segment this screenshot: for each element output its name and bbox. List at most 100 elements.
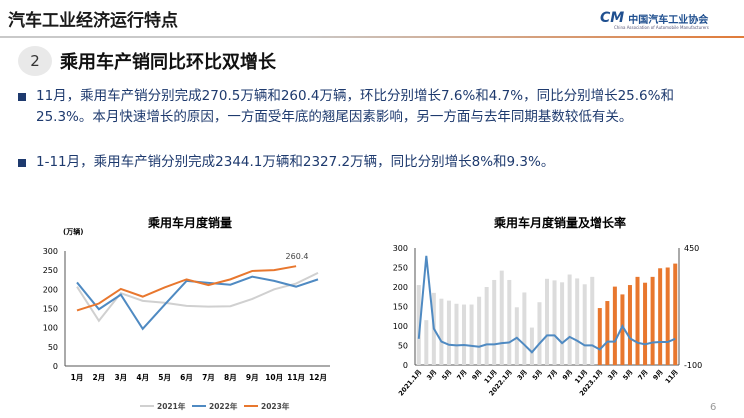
y-tick-label: 0 — [403, 361, 408, 370]
bar — [454, 303, 459, 365]
x-tick-label: 7月 — [546, 368, 559, 382]
bar — [567, 274, 572, 365]
y-axis-unit: (万辆) — [63, 227, 83, 236]
x-tick-label: 7月 — [455, 368, 468, 382]
monthly-sales-line-chart: 乘用车月度销量 (万辆) 0 50 100 150 200 250 300 1月 2月 3月 4月 5月 6… — [43, 215, 330, 411]
x-tick-label: 12月 — [309, 373, 327, 382]
y-tick-label: 150 — [43, 305, 58, 314]
y-tick-label: 150 — [393, 303, 408, 312]
y-tick-label: 50 — [398, 342, 408, 351]
bar — [650, 276, 655, 365]
y2-tick-label: 450 — [684, 244, 699, 253]
header-bar: 汽车工业经济运行特点 CM 中国汽车工业协会 China Association… — [0, 0, 744, 36]
x-tick-label: 5月 — [531, 368, 544, 382]
y2-tick-label: -100 — [684, 361, 702, 370]
bar — [575, 278, 580, 365]
bar — [416, 285, 421, 365]
x-tick-label: 5月 — [158, 373, 171, 382]
bar — [477, 296, 482, 365]
x-tick-label: 5月 — [440, 368, 453, 382]
y-tick-label: 100 — [43, 324, 58, 333]
bar — [597, 308, 602, 365]
bar — [673, 263, 678, 365]
section-number: 2 — [18, 46, 52, 76]
bar — [499, 270, 504, 365]
bar — [537, 302, 542, 365]
x-tick-label: 7月 — [202, 373, 215, 382]
x-tick-label: 6月 — [180, 373, 193, 382]
bar — [605, 301, 610, 365]
bar — [492, 279, 497, 365]
y-tick-label: 250 — [43, 266, 58, 275]
bar — [529, 327, 534, 365]
bar — [627, 285, 632, 365]
page-number: 6 — [710, 402, 717, 413]
page-title: 汽车工业经济运行特点 — [8, 11, 178, 31]
legend-label: 2023年 — [261, 401, 290, 411]
bar — [635, 276, 640, 365]
bullet-square-icon — [18, 159, 26, 167]
x-tick-label: 7月 — [636, 368, 649, 382]
y-tick-label: 300 — [43, 247, 58, 256]
bar — [462, 304, 467, 365]
bar — [620, 294, 625, 365]
bar — [469, 304, 474, 365]
chart-title: 乘用车月度销量 — [147, 215, 232, 230]
x-tick-label: 1月 — [71, 373, 84, 382]
series-line-2023年 — [76, 265, 297, 312]
y-tick-label: 300 — [393, 244, 408, 253]
bar — [665, 267, 670, 365]
x-tick-label: 10月 — [265, 373, 283, 382]
x-tick-label: 3月 — [114, 373, 127, 382]
legend-label: 2022年 — [209, 401, 238, 411]
bar — [424, 320, 429, 365]
growth-rate-line — [417, 255, 676, 354]
logo: CM 中国汽车工业协会 — [600, 10, 708, 26]
x-tick-label: 3月 — [606, 368, 619, 382]
bar — [658, 268, 663, 365]
bar — [590, 276, 595, 365]
x-tick-label: 11月 — [664, 368, 680, 385]
bullet-text: 1-11月，乘用车产销分别完成2344.1万辆和2327.2万辆，同比分别增长8… — [36, 154, 555, 170]
y-tick-label: 250 — [393, 264, 408, 273]
x-tick-label: 4月 — [136, 373, 149, 382]
bar — [522, 292, 527, 365]
monthly-sales-growth-chart: 乘用车月度销量及增长率 0 50 100 150 200 250 300 450 -100 2021… — [393, 215, 702, 397]
y-tick-label: 50 — [48, 343, 58, 352]
bar — [552, 280, 557, 365]
logo-text: 中国汽车工业协会 — [628, 14, 709, 26]
bar — [514, 307, 519, 365]
x-tick-label: 5月 — [621, 368, 634, 382]
bar — [560, 282, 565, 365]
x-tick-label: 9月 — [246, 373, 259, 382]
bar — [582, 284, 587, 365]
x-tick-label: 3月 — [516, 368, 529, 382]
bar — [439, 298, 444, 365]
x-tick-label: 2021.1月 — [397, 368, 423, 397]
bar — [545, 278, 549, 365]
bullet-item: 1-11月，乘用车产销分别完成2344.1万辆和2327.2万辆，同比分别增长8… — [18, 152, 708, 173]
logo-subtitle: China Association of Automobile Manufact… — [614, 25, 709, 30]
bar — [446, 300, 451, 365]
data-label: 260.4 — [286, 252, 309, 261]
bullet-text: 11月，乘用车产销分别完成270.5万辆和260.4万辆，环比分别增长7.6%和… — [36, 88, 674, 125]
y-tick-label: 0 — [53, 362, 58, 371]
bar — [612, 286, 617, 365]
x-tick-label: 8月 — [224, 373, 237, 382]
bar — [643, 282, 648, 365]
series-line-2021年 — [76, 271, 319, 323]
chart-title: 乘用车月度销量及增长率 — [493, 215, 626, 230]
legend-label: 2021年 — [157, 401, 186, 411]
x-tick-label: 11月 — [287, 373, 305, 382]
section-title: 乘用车产销同比环比双增长 — [60, 52, 276, 73]
y-tick-label: 100 — [393, 322, 408, 331]
bar — [484, 287, 489, 365]
bar — [507, 279, 512, 365]
x-tick-label: 2月 — [93, 373, 106, 382]
header-divider — [0, 36, 744, 38]
y-tick-label: 200 — [43, 285, 58, 294]
x-tick-label: 3月 — [425, 368, 438, 382]
bullet-square-icon — [18, 93, 26, 101]
bullet-item: 11月，乘用车产销分别完成270.5万辆和260.4万辆，环比分别增长7.6%和… — [18, 86, 708, 128]
logo-mark: CM — [600, 10, 625, 26]
